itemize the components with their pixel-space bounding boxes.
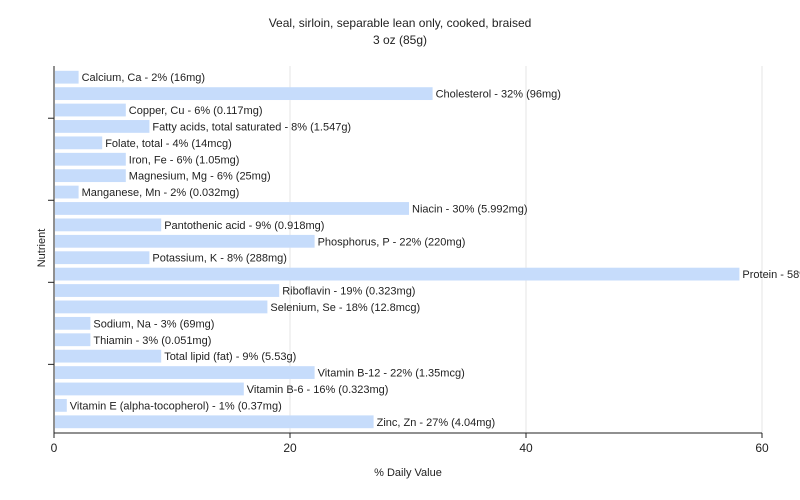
bar-20 [55,398,67,412]
bar-label-8: Niacin - 30% (5.992mg) [412,203,528,215]
bar-label-1: Cholesterol - 32% (96mg) [436,89,561,101]
bar-12 [55,267,740,281]
bar-label-13: Riboflavin - 19% (0.323mg) [282,286,415,298]
bar-label-10: Phosphorus, P - 22% (220mg) [318,236,466,248]
chart-title: Veal, sirloin, separable lean only, cook… [269,16,532,30]
bar-10 [55,234,315,248]
bar-6 [55,169,126,183]
bar-label-18: Vitamin B-12 - 22% (1.35mcg) [318,368,465,380]
bar-label-16: Thiamin - 3% (0.051mg) [93,335,211,347]
bar-label-4: Folate, total - 4% (14mcg) [105,138,232,150]
bar-label-19: Vitamin B-6 - 16% (0.323mg) [247,384,389,396]
axes: 0 20 40 60 [48,66,769,455]
bar-label-21: Zinc, Zn - 27% (4.04mg) [377,417,496,429]
bar-5 [55,152,126,166]
bar-label-0: Calcium, Ca - 2% (16mg) [82,72,205,84]
bar-13 [55,284,280,297]
bar-21 [55,415,374,429]
x-tick-label-0: 0 [51,441,58,455]
bar-16 [55,333,91,347]
x-tick-label-1: 20 [283,441,297,455]
bar-14 [55,300,268,314]
bar-label-12: Protein - 58% (28.87g) [742,269,800,281]
bar-label-7: Manganese, Mn - 2% (0.032mg) [82,187,240,199]
bar-8 [55,202,409,215]
bar-7 [55,185,79,199]
bar-19 [55,382,244,396]
x-tick-label-3: 60 [755,441,769,455]
bar-label-6: Magnesium, Mg - 6% (25mg) [129,171,271,183]
bar-3 [55,120,150,133]
bar-label-3: Fatty acids, total saturated - 8% (1.547… [152,121,351,133]
x-axis-label: % Daily Value [374,467,442,479]
bar-label-17: Total lipid (fat) - 9% (5.53g) [164,351,296,363]
bar-2 [55,103,126,117]
bar-label-2: Copper, Cu - 6% (0.117mg) [129,105,263,117]
bars: Calcium, Ca - 2% (16mg) Cholesterol - 32%… [55,70,800,429]
bar-9 [55,218,162,232]
bar-15 [55,316,91,330]
bar-label-15: Sodium, Na - 3% (69mg) [93,318,214,330]
bar-1 [55,87,433,101]
bar-17 [55,349,162,363]
bar-18 [55,366,315,379]
bar-label-20: Vitamin E (alpha-tocopherol) - 1% (0.37m… [70,400,282,412]
bar-label-5: Iron, Fe - 6% (1.05mg) [129,154,240,166]
bar-label-11: Potassium, K - 8% (288mg) [152,253,287,265]
bar-label-9: Pantothenic acid - 9% (0.918mg) [164,220,324,232]
chart-subtitle: 3 oz (85g) [373,33,427,47]
y-axis-label: Nutrient [36,229,48,268]
bar-0 [55,70,79,84]
bar-4 [55,136,103,150]
bar-label-14: Selenium, Se - 18% (12.8mcg) [270,302,420,314]
bar-11 [55,251,150,265]
x-tick-label-2: 40 [519,441,533,455]
